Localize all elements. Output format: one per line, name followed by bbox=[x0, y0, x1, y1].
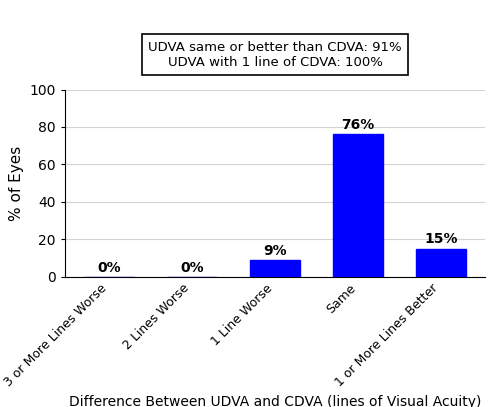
Bar bbox=[416, 249, 466, 277]
Text: 0%: 0% bbox=[97, 260, 121, 274]
Bar bbox=[250, 260, 300, 277]
Text: 76%: 76% bbox=[342, 118, 374, 132]
Text: 9%: 9% bbox=[263, 244, 287, 258]
Text: UDVA same or better than CDVA: 91%
UDVA with 1 line of CDVA: 100%: UDVA same or better than CDVA: 91% UDVA … bbox=[148, 41, 402, 69]
Bar bbox=[333, 134, 383, 277]
Y-axis label: % of Eyes: % of Eyes bbox=[9, 146, 24, 221]
Text: 15%: 15% bbox=[424, 232, 458, 246]
X-axis label: Difference Between UDVA and CDVA (lines of Visual Acuity): Difference Between UDVA and CDVA (lines … bbox=[69, 395, 481, 407]
Text: 0%: 0% bbox=[180, 260, 204, 274]
